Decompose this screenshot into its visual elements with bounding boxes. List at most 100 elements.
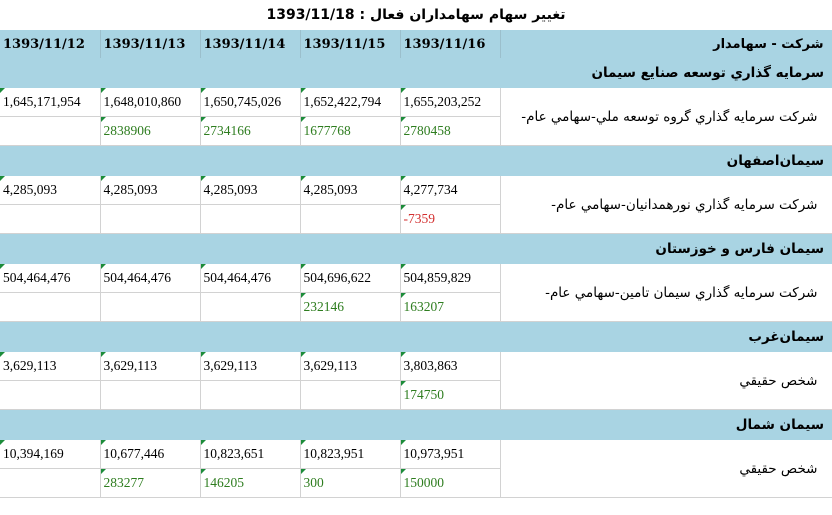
company-name: سيمان فارس و خوزستان: [0, 233, 832, 264]
comment-marker-icon: [300, 352, 306, 357]
comment-marker-icon: [400, 264, 406, 269]
share-change-cell: 146205: [200, 468, 301, 498]
comment-marker-icon: [400, 469, 406, 474]
share-change-cell: 300: [300, 468, 401, 498]
share-change-cell: [200, 292, 301, 322]
share-count-row: 4,285,093 4,285,093 4,285,093 4,285,093 4,27…: [0, 176, 832, 234]
comment-marker-icon: [200, 117, 206, 122]
share-count-cell: 3,803,863: [400, 352, 501, 381]
share-count-cell: 3,629,113: [200, 352, 301, 381]
comment-marker-icon: [400, 352, 406, 357]
comment-marker-icon: [0, 176, 5, 181]
share-change-row: 232146 163207: [0, 292, 832, 322]
share-change-cell: [200, 380, 301, 410]
share-count-cell: 504,696,622: [300, 264, 401, 293]
comment-marker-icon: [300, 469, 306, 474]
share-count-cell: 1,655,203,252: [400, 88, 501, 117]
comment-marker-icon: [0, 352, 5, 357]
share-change-cell: [200, 204, 301, 234]
comment-marker-icon: [200, 440, 206, 445]
share-change-cell: 163207: [400, 292, 501, 322]
share-change-cell: 232146: [300, 292, 401, 322]
date-header: 1393/11/16: [400, 30, 501, 58]
share-count-row: 1,645,171,954 1,648,010,860 1,650,745,026 1…: [0, 88, 832, 146]
date-header: 1393/11/15: [300, 30, 401, 58]
shareholder-name: شخص حقيقي: [500, 352, 832, 410]
share-count-cell: 4,285,093: [200, 176, 301, 205]
share-count-cell: 4,285,093: [300, 176, 401, 205]
company-group-row: سيمان‌غرب: [0, 321, 832, 352]
share-count-cell: 504,464,476: [200, 264, 301, 293]
share-change-cell: [300, 204, 401, 234]
comment-marker-icon: [300, 293, 306, 298]
comment-marker-icon: [300, 176, 306, 181]
share-count-cell: 504,859,829: [400, 264, 501, 293]
shareholder-table: 1393/11/12 1393/11/13 1393/11/14 1393/11…: [0, 30, 832, 498]
comment-marker-icon: [300, 264, 306, 269]
share-change-cell: 2780458: [400, 116, 501, 146]
share-count-cell: 1,650,745,026: [200, 88, 301, 117]
share-count-row: 504,464,476 504,464,476 504,464,476 504,696…: [0, 264, 832, 322]
share-count-cell: 1,645,171,954: [0, 88, 101, 117]
share-count-cell: 1,652,422,794: [300, 88, 401, 117]
comment-marker-icon: [400, 293, 406, 298]
comment-marker-icon: [400, 88, 406, 93]
comment-marker-icon: [0, 88, 5, 93]
share-count-cell: 3,629,113: [100, 352, 201, 381]
share-change-cell: [0, 204, 101, 234]
share-change-row: 2838906 2734166 1677768 2780458: [0, 116, 832, 146]
share-change-row: 174750: [0, 380, 832, 410]
share-count-cell: 4,285,093: [0, 176, 101, 205]
report-title: تغيير سهام سهامداران فعال : 1393/11/18: [266, 7, 566, 23]
date-header: 1393/11/13: [100, 30, 201, 58]
comment-marker-icon: [0, 264, 5, 269]
comment-marker-icon: [200, 264, 206, 269]
comment-marker-icon: [400, 117, 406, 122]
shareholder-name: شركت سرمايه گذاري نورهمدانيان-سهامي عام-: [500, 176, 832, 234]
comment-marker-icon: [200, 352, 206, 357]
shareholder-name: شركت سرمايه گذاري گروه توسعه ملي-سهامي ع…: [500, 88, 832, 146]
share-change-cell: [100, 380, 201, 410]
comment-marker-icon: [300, 88, 306, 93]
company-name: سرمايه گذاري توسعه صنايع سيمان: [0, 58, 832, 88]
shareholder-name: شركت سرمايه گذاري سيمان تامين-سهامي عام-: [500, 264, 832, 322]
date-header: 1393/11/12: [0, 30, 101, 58]
share-change-row: -7359: [0, 204, 832, 234]
share-count-cell: 10,823,951: [300, 440, 401, 469]
comment-marker-icon: [300, 117, 306, 122]
share-change-cell: [300, 380, 401, 410]
share-count-cell: 504,464,476: [100, 264, 201, 293]
share-change-cell: [100, 292, 201, 322]
header-row: 1393/11/12 1393/11/13 1393/11/14 1393/11…: [0, 30, 832, 58]
comment-marker-icon: [100, 440, 106, 445]
share-count-cell: 3,629,113: [0, 352, 101, 381]
company-group-row: سيمان‌اصفهان: [0, 145, 832, 176]
share-change-cell: [0, 380, 101, 410]
share-count-cell: 4,285,093: [100, 176, 201, 205]
share-change-cell: -7359: [400, 204, 501, 234]
share-count-row: 3,629,113 3,629,113 3,629,113 3,629,113 3,80…: [0, 352, 832, 410]
share-change-cell: [0, 468, 101, 498]
shareholder-name: شخص حقيقي: [500, 440, 832, 498]
company-name: سيمان‌اصفهان: [0, 145, 832, 176]
comment-marker-icon: [0, 440, 5, 445]
share-change-cell: [100, 204, 201, 234]
share-count-row: 10,394,169 10,677,446 10,823,651 10,823,951…: [0, 440, 832, 498]
share-count-cell: 4,277,734: [400, 176, 501, 205]
comment-marker-icon: [400, 440, 406, 445]
comment-marker-icon: [100, 88, 106, 93]
comment-marker-icon: [400, 176, 406, 181]
company-group-row: سيمان شمال: [0, 409, 832, 440]
date-header: 1393/11/14: [200, 30, 301, 58]
company-group-row: سرمايه گذاري توسعه صنايع سيمان: [0, 58, 832, 88]
comment-marker-icon: [200, 176, 206, 181]
comment-marker-icon: [100, 469, 106, 474]
share-change-cell: [0, 116, 101, 146]
share-count-cell: 10,677,446: [100, 440, 201, 469]
share-change-cell: 174750: [400, 380, 501, 410]
company-group-row: سيمان فارس و خوزستان: [0, 233, 832, 264]
share-count-cell: 10,394,169: [0, 440, 101, 469]
share-change-cell: 283277: [100, 468, 201, 498]
share-count-cell: 1,648,010,860: [100, 88, 201, 117]
